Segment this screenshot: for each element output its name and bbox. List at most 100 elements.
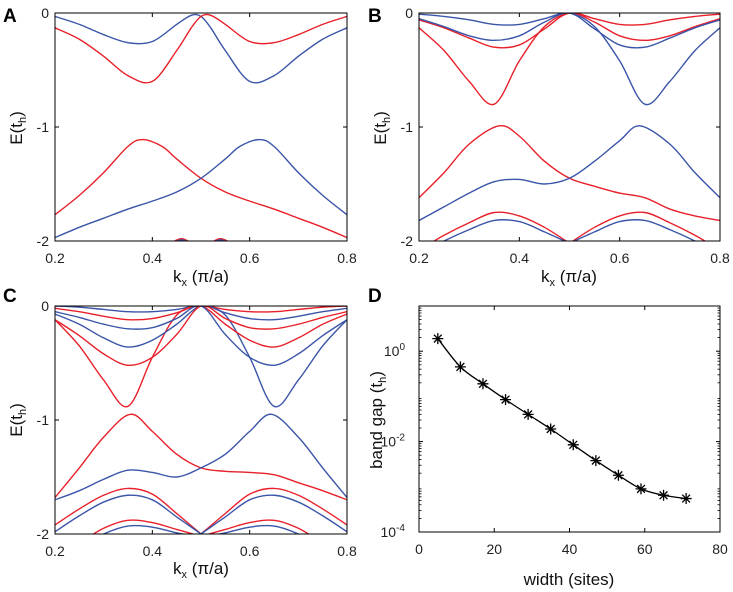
y-tick-label: 10-4	[381, 523, 406, 540]
series-blue-3	[55, 306, 347, 348]
series-blue-3	[55, 138, 347, 239]
series-red-8	[55, 487, 202, 534]
x-tick-label: 0.6	[610, 250, 630, 266]
panel-b-x-label: kx (π/a)	[541, 267, 597, 289]
series-blue-0	[419, 13, 720, 106]
series-red-4	[173, 238, 229, 241]
band-gap-point	[545, 423, 557, 435]
y-tick-label: 100	[384, 342, 406, 359]
band-gap-point	[680, 493, 692, 505]
panel-a-series	[55, 13, 347, 241]
series-red-12	[92, 519, 196, 534]
band-gap-point	[522, 408, 534, 420]
panel-b: B 0.2 0.4 0.6 0.8 0 -1 -2 kx (π/a) E(th)	[368, 5, 730, 289]
band-gap-point	[432, 333, 444, 345]
series-blue-5	[419, 125, 720, 222]
x-tick-label: 0.2	[409, 250, 429, 266]
series-blue-3	[419, 13, 720, 49]
x-tick-label: 80	[712, 541, 728, 557]
panel-a-label: A	[3, 6, 17, 27]
panel-c-y-label: E(th)	[7, 403, 29, 437]
y-tick-label: -1	[37, 412, 50, 428]
series-red-2	[419, 13, 720, 49]
panel-c-x-label: kx (π/a)	[173, 559, 229, 581]
panel-c-x-ticks: 0.2 0.4 0.6 0.8	[45, 306, 357, 559]
band-gap-point	[477, 378, 489, 390]
series-red-5	[55, 306, 347, 367]
series-blue-0	[55, 13, 347, 84]
panel-d-y-label: band gap (th)	[367, 371, 389, 469]
x-tick-label: 0	[415, 541, 423, 557]
y-tick-label: -1	[401, 119, 414, 135]
band-gap-point	[635, 483, 647, 495]
panel-d-x-ticks: 0 20 40 60 80	[415, 306, 728, 557]
y-tick-label: -2	[37, 526, 50, 542]
panel-a: A 0.2 0.4 0.6 0.8 0 -1 -2 kx (π/a) E(th)	[3, 5, 357, 289]
band-gap-line	[437, 338, 687, 500]
panel-a-x-label: kx (π/a)	[173, 267, 229, 289]
series-red-1	[419, 13, 720, 106]
x-tick-label: 0.4	[510, 250, 530, 266]
panel-b-y-ticks: 0 -1 -2	[401, 5, 720, 249]
panel-a-x-ticks: 0.2 0.4 0.6 0.8	[45, 13, 357, 266]
panel-d-series	[432, 333, 692, 505]
panel-c: C 0.2 0.4 0.6 0.8 0 -1 -2 kx (π/a) E(th)	[3, 286, 357, 581]
panel-d-label: D	[368, 286, 382, 307]
y-tick-label: -1	[37, 119, 50, 135]
series-blue-13	[102, 524, 187, 534]
series-red-4	[419, 124, 720, 222]
series-red-2	[55, 138, 347, 239]
series-blue-11	[200, 494, 347, 534]
series-red-8	[571, 211, 707, 241]
panel-b-series	[419, 13, 720, 241]
series-red-1	[55, 306, 347, 408]
series-blue-15	[215, 524, 300, 534]
y-tick-label: 0	[41, 298, 49, 314]
panel-b-x-ticks: 0.2 0.4 0.6 0.8	[409, 13, 730, 266]
x-tick-label: 60	[637, 541, 653, 557]
x-tick-label: 0.8	[337, 250, 357, 266]
y-tick-label: 10-2	[381, 433, 406, 450]
x-tick-label: 0.2	[45, 250, 65, 266]
x-tick-label: 0.6	[240, 543, 260, 559]
panel-a-y-ticks: 0 -1 -2	[37, 5, 347, 249]
band-gap-point	[590, 455, 602, 467]
panel-c-series	[55, 306, 347, 534]
y-tick-label: 0	[41, 5, 49, 21]
series-blue-0	[55, 306, 347, 408]
series-red-1	[55, 13, 347, 84]
x-tick-label: 0.4	[143, 250, 163, 266]
band-gap-point	[658, 489, 670, 501]
band-gap-point	[454, 361, 466, 373]
x-tick-label: 0.4	[143, 543, 163, 559]
series-red-6	[432, 211, 568, 241]
band-gap-point	[612, 469, 624, 481]
panel-a-y-label: E(th)	[7, 111, 29, 145]
series-blue-7	[442, 219, 567, 241]
x-tick-label: 0.8	[710, 250, 730, 266]
x-tick-label: 20	[486, 541, 502, 557]
band-gap-point	[500, 394, 512, 406]
panel-c-frame	[54, 305, 348, 535]
panel-d-x-label: width (sites)	[523, 570, 615, 589]
x-tick-label: 0.2	[45, 543, 65, 559]
panel-b-frame	[418, 12, 721, 242]
series-red-6	[55, 413, 347, 501]
series-blue-9	[55, 494, 202, 534]
series-blue-9	[572, 219, 697, 241]
x-tick-label: 40	[562, 541, 578, 557]
panel-d-y-ticks: 100 10-2 10-4	[381, 307, 720, 540]
series-red-2	[55, 306, 347, 348]
panel-b-label: B	[368, 6, 382, 27]
x-tick-label: 0.6	[240, 250, 260, 266]
series-blue-4	[55, 306, 347, 367]
panel-c-label: C	[3, 286, 17, 307]
series-red-10	[200, 487, 347, 534]
series-blue-7	[55, 413, 347, 501]
series-red-14	[206, 519, 310, 534]
y-tick-label: 0	[405, 5, 413, 21]
panel-b-y-label: E(th)	[371, 111, 393, 145]
band-gap-point	[567, 439, 579, 451]
series-blue-5	[175, 239, 227, 241]
